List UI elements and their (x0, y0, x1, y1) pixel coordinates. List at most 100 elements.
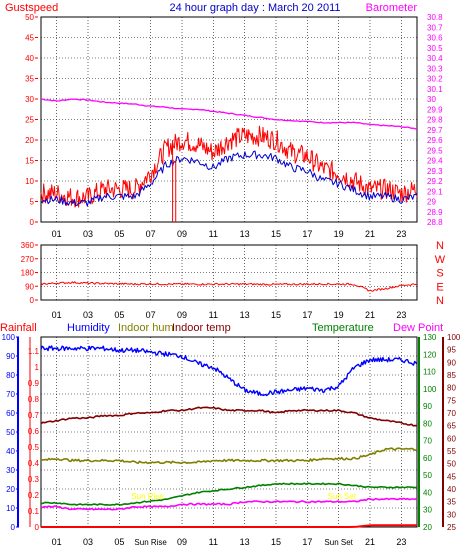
wind-average-line (40, 150, 418, 207)
wind-direction-line (40, 281, 418, 292)
indoor-hum-line (40, 447, 418, 465)
baro-y-tick-label: 30.6 (427, 34, 443, 43)
hour-tick-label: 15 (271, 310, 281, 320)
dew-point-line (40, 497, 418, 511)
rain-y-tick-label: 0.7 (28, 411, 40, 420)
temp-red-y-tick-label: 65 (447, 422, 456, 431)
temperature-label: Temperature (312, 322, 374, 334)
bottom-hour-tick-label: 17 (302, 537, 312, 547)
humidity-y-tick-label: 0 (11, 523, 16, 532)
baro-y-tick-label: 30.4 (427, 54, 443, 63)
rain-y-tick-label: 0.3 (28, 475, 40, 484)
baro-y-tick-label: 28.9 (427, 208, 443, 217)
hour-tick-label: 23 (396, 310, 406, 320)
direction-y-tick-label: 180 (21, 269, 35, 278)
bottom-hour-tick-label: 03 (83, 537, 93, 547)
compass-label: W (435, 254, 446, 266)
gust-y-tick-label: 35 (25, 75, 34, 84)
baro-y-tick-label: 29.8 (427, 116, 443, 125)
temp-green-y-tick-label: 40 (423, 488, 432, 497)
temp-red-y-tick-label: 45 (447, 472, 456, 481)
rain-y-tick-label: 0.4 (28, 459, 40, 468)
bottom-hour-tick-label: 09 (177, 537, 187, 547)
rain-y-tick-label: 0.2 (28, 491, 40, 500)
gust-y-tick-label: 40 (25, 54, 34, 63)
baro-y-tick-label: 29.3 (427, 167, 443, 176)
temp-red-y-tick-label: 30 (447, 510, 456, 519)
humidity-y-tick-label: 20 (6, 485, 15, 494)
temp-red-y-tick-label: 50 (447, 460, 456, 469)
rain-y-tick-label: 1.1 (28, 347, 40, 356)
temp-red-y-tick-label: 75 (447, 396, 456, 405)
rain-y-tick-label: 0.1 (28, 507, 40, 516)
hour-tick-label: 01 (52, 229, 62, 239)
gust-y-tick-label: 50 (25, 13, 34, 22)
compass-label: N (436, 240, 444, 252)
baro-y-tick-label: 29.7 (427, 126, 443, 135)
rain-y-tick-label: 0 (35, 523, 40, 532)
bottom-hour-tick-label: 21 (365, 537, 375, 547)
temp-red-y-tick-label: 60 (447, 434, 456, 443)
hour-tick-label: 01 (52, 310, 62, 320)
hour-tick-label: 11 (209, 310, 218, 320)
hour-tick-label: 11 (209, 229, 218, 239)
hour-tick-label: 21 (365, 310, 375, 320)
baro-y-tick-label: 29.6 (427, 136, 443, 145)
rain-y-tick-label: 1 (35, 363, 40, 372)
humidity-y-tick-label: 90 (6, 352, 15, 361)
hour-tick-label: 03 (83, 229, 93, 239)
sun-marker-label: Sun Set (328, 492, 357, 501)
baro-y-tick-label: 30.5 (427, 44, 443, 53)
hour-tick-label: 03 (83, 310, 93, 320)
rain-y-tick-label: 0.5 (28, 443, 40, 452)
humidity-y-tick-label: 60 (6, 409, 15, 418)
bottom-hour-tick-label: 13 (240, 537, 250, 547)
gust-y-tick-label: 25 (25, 116, 34, 125)
hour-tick-label: 15 (271, 229, 281, 239)
baro-y-tick-label: 30.1 (427, 85, 443, 94)
chart-title: 24 hour graph day : March 20 2011 (169, 2, 340, 14)
hour-tick-label: 05 (114, 310, 124, 320)
indoor-temp-label: Indoor temp (172, 322, 231, 334)
temp-green-y-tick-label: 30 (423, 506, 432, 515)
hour-tick-label: 13 (240, 229, 250, 239)
baro-y-tick-label: 29.9 (427, 105, 443, 114)
baro-y-tick-label: 29.4 (427, 157, 443, 166)
baro-y-tick-label: 30.2 (427, 75, 443, 84)
humidity-y-tick-label: 40 (6, 447, 15, 456)
temp-red-y-tick-label: 55 (447, 447, 456, 456)
temp-red-y-tick-label: 100 (447, 333, 461, 342)
temp-red-y-tick-label: 80 (447, 384, 456, 393)
humidity-label: Humidity (67, 322, 110, 334)
humidity-line (40, 345, 418, 397)
bottom-hour-tick-label: 15 (271, 537, 281, 547)
direction-y-tick-label: 0 (30, 296, 35, 305)
hour-tick-label: 07 (146, 310, 156, 320)
hour-tick-label: 19 (334, 310, 344, 320)
hour-tick-label: 23 (396, 229, 406, 239)
sun-marker-label: Sun Rise (131, 492, 164, 501)
gust-y-tick-label: 10 (25, 177, 34, 186)
compass-label: S (436, 268, 443, 280)
humidity-y-tick-label: 70 (6, 390, 15, 399)
temp-red-y-tick-label: 90 (447, 358, 456, 367)
baro-y-tick-label: 30 (427, 95, 436, 104)
hour-tick-label: 05 (114, 229, 124, 239)
rainfall-label: Rainfall (0, 322, 37, 334)
humidity-y-tick-label: 10 (6, 504, 15, 513)
gustspeed-line (40, 125, 418, 208)
bottom-hour-tick-label: 23 (396, 537, 406, 547)
rain-y-tick-label: 0.9 (28, 379, 40, 388)
hour-tick-label: 07 (146, 229, 156, 239)
humidity-y-tick-label: 100 (2, 333, 16, 342)
wind-direction-plot-frame (40, 244, 418, 301)
temp-green-y-tick-label: 110 (423, 368, 436, 377)
baro-y-tick-label: 30.3 (427, 64, 443, 73)
barometer-label: Barometer (366, 2, 418, 14)
temp-red-y-tick-label: 40 (447, 485, 456, 494)
gust-y-tick-label: 30 (25, 95, 34, 104)
gust-y-tick-label: 15 (25, 157, 34, 166)
bottom-hour-tick-label: 11 (209, 537, 218, 547)
